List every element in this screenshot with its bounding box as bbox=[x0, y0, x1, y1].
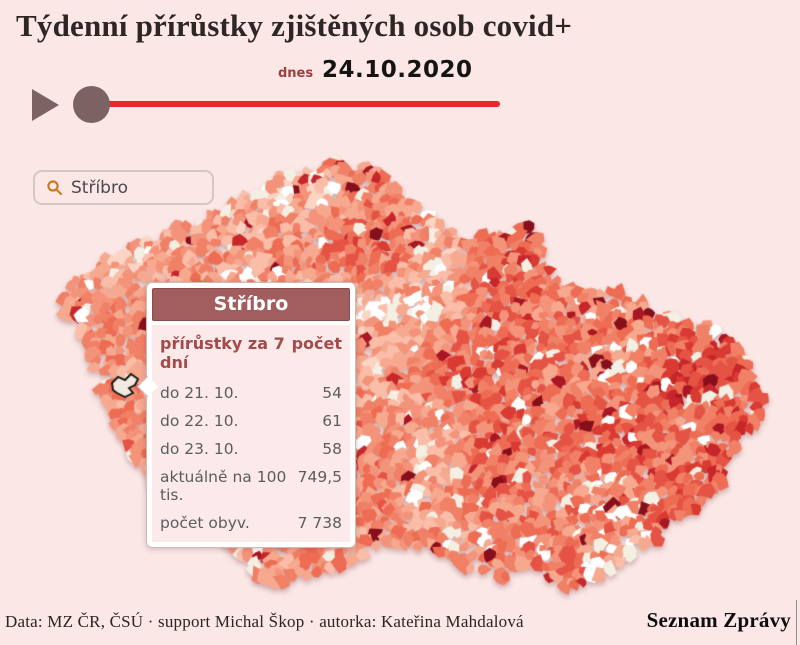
tooltip-row-label: aktuálně na 100 tis. bbox=[160, 468, 287, 504]
tooltip-row: do 21. 10. 54 bbox=[158, 379, 344, 407]
tooltip-row-label: do 22. 10. bbox=[160, 412, 239, 430]
tooltip-row-value: 749,5 bbox=[297, 468, 342, 486]
tooltip-title: Stříbro bbox=[152, 288, 350, 321]
tooltip-body: přírůstky za 7 dní počet do 21. 10. 54 d… bbox=[152, 325, 350, 542]
tooltip-row-value: 61 bbox=[322, 412, 342, 430]
tooltip-row: počet obyv. 7 738 bbox=[158, 509, 344, 537]
map-tooltip: Stříbro přírůstky za 7 dní počet do 21. … bbox=[136, 282, 356, 548]
brand-logo: Seznam Zprávy bbox=[646, 608, 791, 632]
search-input[interactable] bbox=[71, 177, 196, 198]
tooltip-row-label: do 21. 10. bbox=[160, 384, 239, 402]
search-box[interactable] bbox=[33, 170, 214, 205]
tooltip-row: do 23. 10. 58 bbox=[158, 435, 344, 463]
tooltip-row-label: počet obyv. bbox=[160, 514, 250, 532]
frame-edge bbox=[796, 600, 797, 645]
tooltip-col-value: počet bbox=[291, 334, 342, 353]
tooltip-row-value: 54 bbox=[322, 384, 342, 402]
tooltip-row-value: 7 738 bbox=[297, 514, 342, 532]
tooltip-column-headers: přírůstky za 7 dní počet bbox=[158, 328, 344, 379]
tooltip-row-value: 58 bbox=[322, 440, 342, 458]
tooltip-row-label: do 23. 10. bbox=[160, 440, 239, 458]
tooltip-col-label: přírůstky za 7 dní bbox=[160, 334, 285, 372]
footer-credits: Data: MZ ČR, ČSÚ · support Michal Škop ·… bbox=[5, 612, 524, 631]
tooltip-row: do 22. 10. 61 bbox=[158, 407, 344, 435]
footer: Data: MZ ČR, ČSÚ · support Michal Škop ·… bbox=[0, 604, 800, 645]
search-icon bbox=[47, 180, 63, 196]
tooltip-row: aktuálně na 100 tis. 749,5 bbox=[158, 463, 344, 509]
